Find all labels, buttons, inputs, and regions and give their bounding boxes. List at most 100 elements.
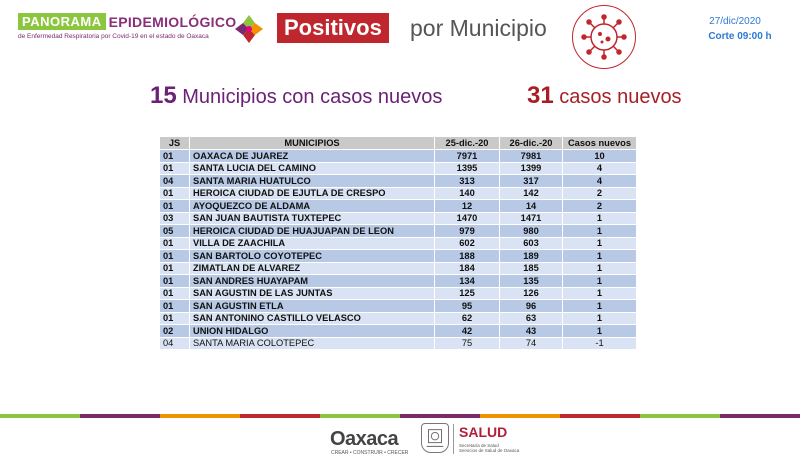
date1-cell: 62 <box>434 311 500 325</box>
date1-cell: 1470 <box>434 211 500 225</box>
js-cell: 01 <box>159 286 190 300</box>
table-row: 01 SAN AGUSTIN ETLA 95 96 1 <box>159 299 637 313</box>
date1-cell: 95 <box>434 299 500 313</box>
date2-cell: 980 <box>499 224 563 238</box>
footer-divider <box>453 424 454 454</box>
js-cell: 01 <box>159 274 190 288</box>
por-municipio-title: por Municipio <box>410 15 547 41</box>
table-row: 01 OAXACA DE JUAREZ 7971 7981 10 <box>159 149 637 163</box>
js-cell: 01 <box>159 149 190 163</box>
js-cell: 01 <box>159 299 190 313</box>
date2-cell: 126 <box>499 286 563 300</box>
table-row: 01 SAN BARTOLO COYOTEPEC 188 189 1 <box>159 249 637 263</box>
casos-nuevos-cell: 2 <box>562 186 637 200</box>
table-body: 01 OAXACA DE JUAREZ 7971 7981 10 01 SANTA LUCI… <box>159 149 637 350</box>
casos-nuevos-cell: 10 <box>562 149 637 163</box>
date2-cell: 43 <box>499 324 563 338</box>
table-row: 05 HEROICA CIUDAD DE HUAJUAPAN DE LEON 979… <box>159 224 637 238</box>
header: PANORAMA EPIDEMIOLÓGICO de Enfermedad Re… <box>0 0 800 69</box>
table-row: 01 ZIMATLAN DE ALVAREZ 184 185 1 <box>159 261 637 275</box>
casos-nuevos-cell: 1 <box>562 211 637 225</box>
casos-nuevos-cell: 4 <box>562 174 637 188</box>
date2-cell: 603 <box>499 236 563 250</box>
casos-nuevos-cell: 1 <box>562 249 637 263</box>
table-row: 04 SANTA MARIA HUATULCO 313 317 4 <box>159 174 637 188</box>
date2-cell: 1471 <box>499 211 563 225</box>
casos-nuevos-cell: 1 <box>562 261 637 275</box>
footer: Oaxaca CREAR • CONSTRUIR • CRECER SALUD … <box>0 418 800 459</box>
date1-cell: 188 <box>434 249 500 263</box>
panorama-subtitle: de Enfermedad Respiratoria por Covid-19 … <box>18 33 209 40</box>
js-cell: 01 <box>159 186 190 200</box>
date1-cell: 75 <box>434 336 500 350</box>
municipio-cell: SAN ANDRES HUAYAPAM <box>189 274 435 288</box>
table-row: 01 VILLA DE ZAACHILA 602 603 1 <box>159 236 637 250</box>
oaxaca-tagline: CREAR • CONSTRUIR • CRECER <box>331 450 409 456</box>
js-cell: 03 <box>159 211 190 225</box>
date1-cell: 12 <box>434 199 500 213</box>
casos-nuevos-cell: 1 <box>562 311 637 325</box>
date2-cell: 14 <box>499 199 563 213</box>
municipio-cell: SANTA MARIA COLOTEPEC <box>189 336 435 350</box>
casos-nuevos-cell: 1 <box>562 236 637 250</box>
municipios-table: JS MUNICIPIOS 25-dic.-20 26-dic.-20 Caso… <box>159 136 637 350</box>
municipio-cell: HEROICA CIUDAD DE HUAJUAPAN DE LEON <box>189 224 435 238</box>
casos-summary: 31 casos nuevos <box>527 82 682 110</box>
js-cell: 05 <box>159 224 190 238</box>
casos-nuevos-cell: 1 <box>562 224 637 238</box>
municipio-cell: SAN BARTOLO COYOTEPEC <box>189 249 435 263</box>
date1-cell: 602 <box>434 236 500 250</box>
date1-cell: 7971 <box>434 149 500 163</box>
date2-cell: 189 <box>499 249 563 263</box>
table-row: 02 UNION HIDALGO 42 43 1 <box>159 324 637 338</box>
virus-icon <box>581 14 627 60</box>
municipios-count: 15 <box>150 82 177 109</box>
state-seal-icon <box>421 423 449 453</box>
casos-label: casos nuevos <box>559 86 682 108</box>
casos-nuevos-cell: 1 <box>562 286 637 300</box>
municipio-cell: HEROICA CIUDAD DE EJUTLA DE CRESPO <box>189 186 435 200</box>
positivos-title: Positivos <box>277 13 389 43</box>
municipios-label: Municipios con casos nuevos <box>182 86 443 108</box>
municipio-cell: SAN AGUSTIN ETLA <box>189 299 435 313</box>
panorama-label: PANORAMA <box>18 13 106 30</box>
table-row: 01 SAN AGUSTIN DE LAS JUNTAS 125 126 1 <box>159 286 637 300</box>
date2-cell: 135 <box>499 274 563 288</box>
js-cell: 01 <box>159 261 190 275</box>
date2-cell: 96 <box>499 299 563 313</box>
table-row: 01 AYOQUEZCO DE ALDAMA 12 14 2 <box>159 199 637 213</box>
municipio-cell: SANTA MARIA HUATULCO <box>189 174 435 188</box>
date2-cell: 63 <box>499 311 563 325</box>
casos-nuevos-cell: 1 <box>562 299 637 313</box>
js-cell: 02 <box>159 324 190 338</box>
js-cell: 04 <box>159 336 190 350</box>
municipio-cell: SANTA LUCIA DEL CAMINO <box>189 161 435 175</box>
casos-nuevos-cell: 4 <box>562 161 637 175</box>
date1-cell: 979 <box>434 224 500 238</box>
casos-nuevos-cell: 2 <box>562 199 637 213</box>
footer-color-stripe <box>0 414 800 418</box>
date2-cell: 1399 <box>499 161 563 175</box>
table-header-row: JS MUNICIPIOS 25-dic.-20 26-dic.-20 Caso… <box>159 136 637 150</box>
date1-cell: 313 <box>434 174 500 188</box>
virus-icon-frame <box>572 5 636 69</box>
date2-cell: 142 <box>499 186 563 200</box>
date1-cell: 184 <box>434 261 500 275</box>
salud-subtitle-line1: Secretaría de Salud <box>459 443 499 448</box>
js-cell: 01 <box>159 311 190 325</box>
js-cell: 01 <box>159 236 190 250</box>
table-row: 01 SAN ANDRES HUAYAPAM 134 135 1 <box>159 274 637 288</box>
date1-cell: 125 <box>434 286 500 300</box>
salud-subtitle-line2: Servicios de Salud de Oaxaca <box>459 448 520 453</box>
municipio-cell: ZIMATLAN DE ALVAREZ <box>189 261 435 275</box>
js-cell: 01 <box>159 199 190 213</box>
date2-cell: 74 <box>499 336 563 350</box>
date1-cell: 42 <box>434 324 500 338</box>
municipio-cell: AYOQUEZCO DE ALDAMA <box>189 199 435 213</box>
table-row: 01 SANTA LUCIA DEL CAMINO 1395 1399 4 <box>159 161 637 175</box>
cutoff-time: Corte 09:00 h <box>708 31 772 42</box>
date1-cell: 140 <box>434 186 500 200</box>
casos-nuevos-cell: 1 <box>562 324 637 338</box>
flower-logo-icon <box>235 15 263 43</box>
table-row: 01 HEROICA CIUDAD DE EJUTLA DE CRESPO 140 1… <box>159 186 637 200</box>
